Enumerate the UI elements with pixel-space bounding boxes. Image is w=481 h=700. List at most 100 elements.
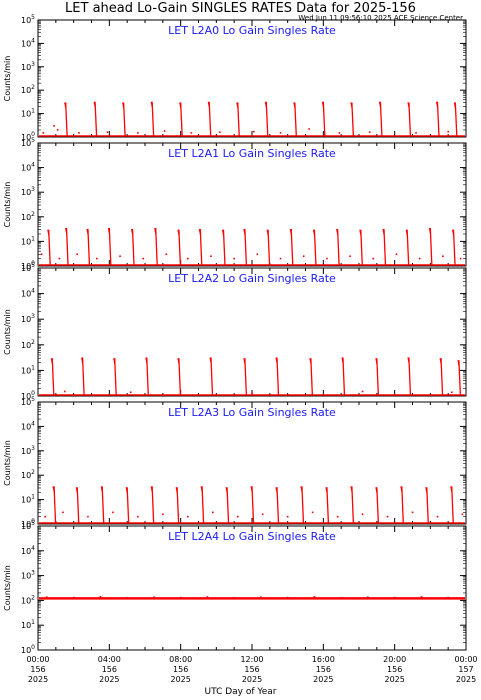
- data-point: [87, 515, 89, 518]
- spike-head: [154, 227, 157, 234]
- x-tick-label: 2025: [242, 675, 262, 684]
- y-tick-label: 102: [21, 84, 35, 95]
- spike-head: [177, 229, 180, 236]
- spike-mark: [199, 228, 203, 266]
- data-point: [179, 596, 182, 599]
- data-point: [302, 255, 305, 258]
- spike-head: [100, 486, 103, 492]
- spike-mark: [53, 486, 57, 524]
- data-point: [420, 596, 423, 598]
- data-point: [372, 257, 375, 260]
- spike-head: [107, 227, 110, 234]
- spike-mark: [108, 227, 112, 266]
- spike-mark: [65, 227, 69, 266]
- spike-mark: [408, 102, 412, 137]
- spike-mark: [122, 102, 126, 137]
- spike-mark: [131, 228, 135, 266]
- data-point: [210, 255, 212, 258]
- y-tick-label: 100: [21, 390, 35, 401]
- spike-head: [264, 101, 267, 108]
- y-tick-label: 103: [21, 313, 35, 324]
- data-point: [106, 131, 109, 134]
- chart-title: LET ahead Lo-Gain SINGLES RATES Data for…: [65, 1, 416, 16]
- spike-mark: [452, 229, 456, 266]
- spike-mark: [151, 486, 155, 524]
- data-point: [112, 511, 114, 514]
- spike-head: [113, 358, 116, 364]
- spike-head: [145, 357, 148, 364]
- spike-mark: [451, 486, 454, 524]
- y-tick-label: 105: [21, 14, 35, 25]
- spike-mark: [406, 229, 410, 266]
- data-point: [137, 515, 139, 518]
- y-tick-label: 105: [21, 520, 35, 531]
- spike-mark: [276, 357, 280, 396]
- spike-head: [375, 487, 378, 493]
- data-point: [256, 253, 259, 256]
- data-point: [340, 596, 342, 599]
- data-point: [190, 132, 193, 134]
- x-tick-label: 156: [244, 665, 259, 674]
- data-point: [163, 130, 166, 132]
- y-tick-label: 100: [21, 518, 35, 529]
- spike-head: [293, 102, 296, 108]
- data-point: [411, 511, 414, 514]
- data-point: [40, 253, 43, 256]
- spike-mark: [360, 229, 363, 266]
- panel-title: LET L2A0 Lo Gain Singles Rate: [168, 24, 336, 37]
- panel-title: LET L2A1 Lo Gain Singles Rate: [168, 147, 336, 160]
- spike-head: [122, 102, 125, 108]
- spike-mark: [244, 358, 248, 396]
- spike-mark: [208, 101, 212, 137]
- spike-mark: [408, 357, 412, 396]
- spike-mark: [294, 102, 297, 137]
- spike-head: [435, 101, 438, 108]
- spike-head: [243, 228, 246, 235]
- data-point: [386, 515, 389, 518]
- data-point: [99, 595, 102, 598]
- spike-mark: [222, 229, 226, 266]
- data-point: [447, 596, 449, 599]
- spike-mark: [151, 101, 155, 137]
- y-tick-label: 102: [21, 594, 35, 605]
- data-point: [368, 131, 371, 134]
- data-point: [137, 132, 139, 134]
- x-tick-label: 2025: [313, 675, 333, 684]
- spike-mark: [178, 229, 182, 266]
- spike-mark: [81, 357, 85, 396]
- spike-mark: [265, 101, 269, 137]
- spike-mark: [180, 102, 183, 137]
- spike-mark: [458, 360, 462, 396]
- x-tick-label: 12:00: [240, 655, 263, 664]
- data-point: [415, 132, 417, 134]
- spike-mark: [210, 357, 214, 396]
- spike-head: [405, 229, 408, 236]
- data-point: [56, 129, 59, 131]
- y-tick-label: 102: [21, 339, 35, 350]
- data-point: [279, 132, 282, 134]
- x-tick-label: 20:00: [383, 655, 406, 664]
- data-point: [165, 253, 168, 256]
- spike-head: [453, 102, 456, 108]
- y-axis-label: Counts/min: [3, 309, 12, 355]
- spike-head: [236, 102, 239, 108]
- spike-mark: [64, 102, 68, 137]
- spike-mark: [351, 486, 355, 524]
- spike-head: [221, 229, 224, 236]
- y-tick-label: 103: [21, 570, 35, 581]
- spike-mark: [336, 228, 340, 266]
- y-tick-label: 100: [21, 260, 35, 271]
- y-tick-label: 100: [21, 131, 35, 142]
- spike-head: [86, 228, 89, 235]
- spike-head: [52, 486, 55, 492]
- y-tick-label: 105: [21, 137, 35, 148]
- spike-head: [250, 486, 253, 492]
- data-point: [219, 131, 221, 134]
- y-tick-label: 104: [21, 545, 35, 556]
- data-point: [447, 130, 449, 133]
- spike-head: [65, 227, 68, 234]
- spike-head: [321, 101, 324, 108]
- spike-mark: [101, 486, 105, 524]
- x-axis-label: UTC Day of Year: [204, 687, 277, 697]
- data-point: [395, 253, 398, 256]
